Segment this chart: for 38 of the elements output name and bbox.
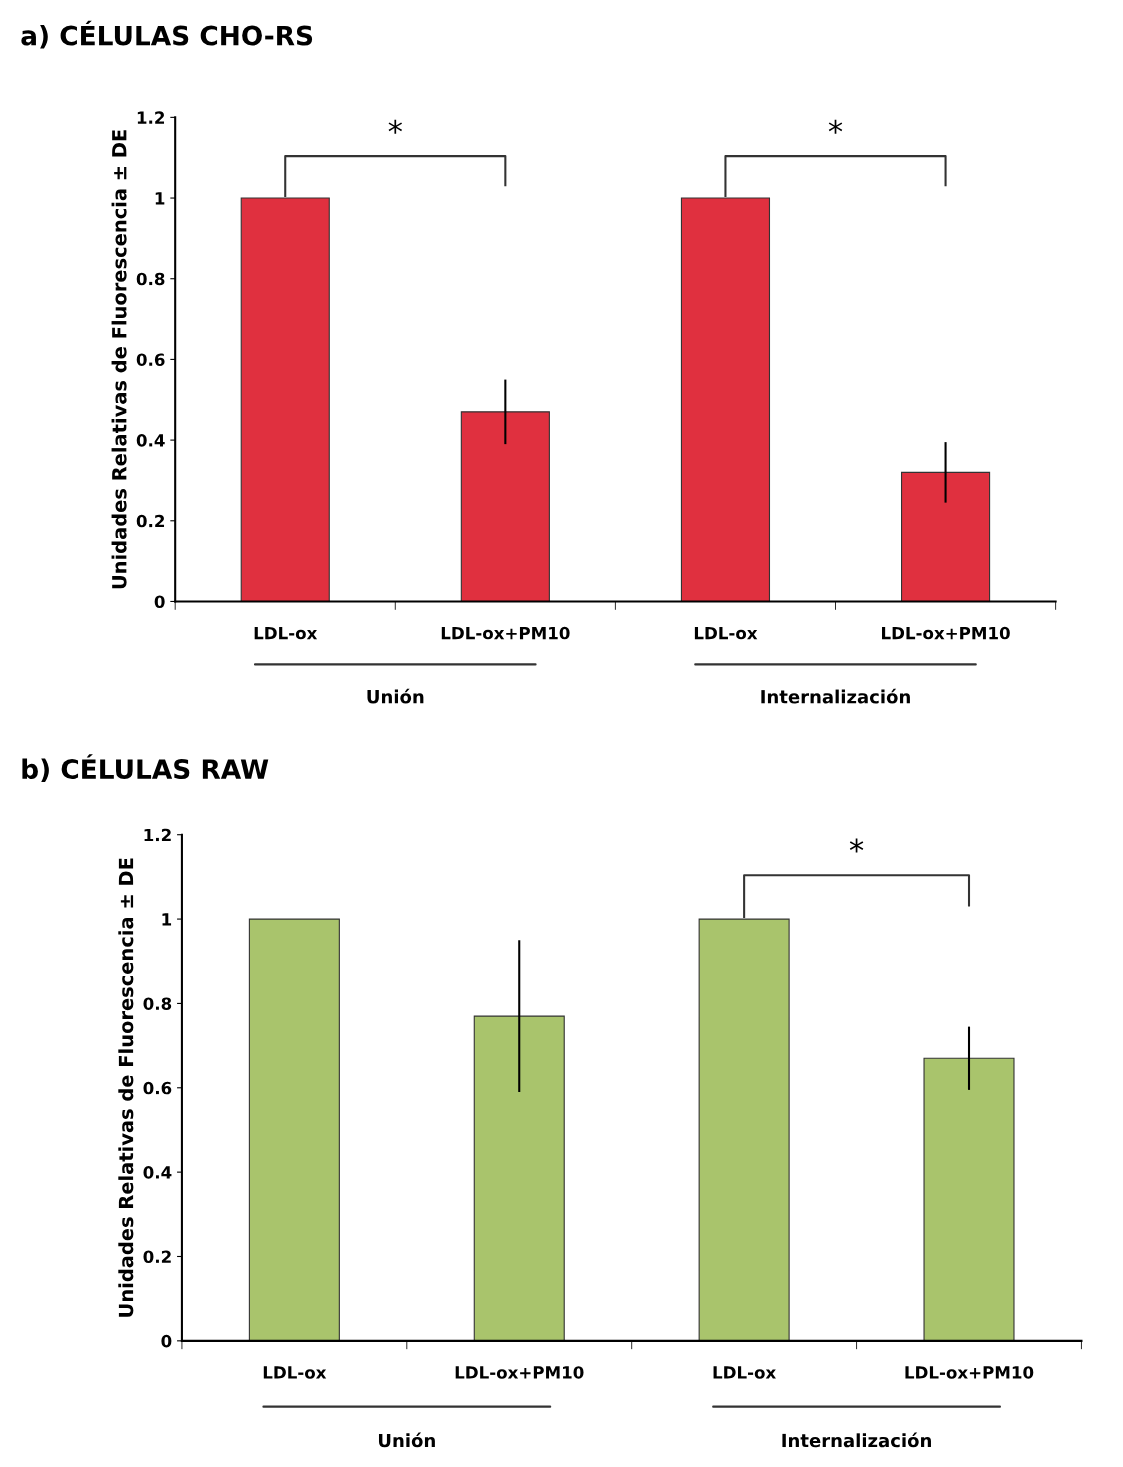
y-tick-label: 0.2 [136, 514, 165, 528]
y-tick-label: 1.2 [137, 111, 165, 124]
y-axis-title: Unidades Relativas de Fluorescencia ± DE [111, 130, 127, 589]
y-tick-label: 0 [154, 595, 165, 609]
x-tick-label: LDL-ox [254, 626, 318, 640]
y-axis-title: Unidades Relativas de Fluorescencia ± DE [118, 858, 134, 1317]
y-tick-label: 1 [155, 192, 165, 205]
bar [923, 1057, 1015, 1341]
annotation: * [849, 838, 864, 853]
x-tick-label: LDL-ox [263, 1366, 327, 1379]
x-tick-label: LDL-ox+PM10 [882, 626, 1010, 640]
chart-title: b) CÉLULAS RAW [22, 754, 269, 783]
y-tick-label: 0.4 [143, 1166, 172, 1179]
bar [900, 471, 991, 602]
chart-title: a) CÉLULAS CHO-RS [21, 20, 313, 49]
x-tick-label: LDL-ox [694, 626, 758, 640]
x-tick-label: LDL-ox+PM10 [441, 626, 570, 640]
text: Unión [367, 688, 424, 704]
text: Internalización [782, 1432, 931, 1448]
y-tick-label: 0.6 [143, 1081, 172, 1095]
y-tick-label: 0.6 [136, 353, 165, 366]
y-tick-label: 0.4 [136, 434, 165, 447]
x-tick-label: LDL-ox [713, 1366, 776, 1379]
y-tick-label: 1 [162, 913, 172, 926]
y-tick-label: 1.2 [144, 828, 171, 842]
y-tick-label: 0.2 [143, 1250, 171, 1264]
y-tick-label: 0.8 [136, 272, 165, 286]
bar [248, 918, 340, 1341]
text: Internalización [761, 688, 910, 704]
x-tick-label: LDL-ox+PM10 [905, 1366, 1034, 1379]
annotation: * [828, 119, 843, 134]
y-tick-label: 0 [161, 1334, 172, 1348]
y-tick-label: 0.8 [143, 997, 172, 1010]
bar [473, 1015, 565, 1341]
annotation: * [388, 119, 403, 134]
bar [460, 411, 550, 602]
text: Unión [378, 1432, 435, 1448]
x-tick-label: LDL-ox+PM10 [455, 1366, 584, 1379]
